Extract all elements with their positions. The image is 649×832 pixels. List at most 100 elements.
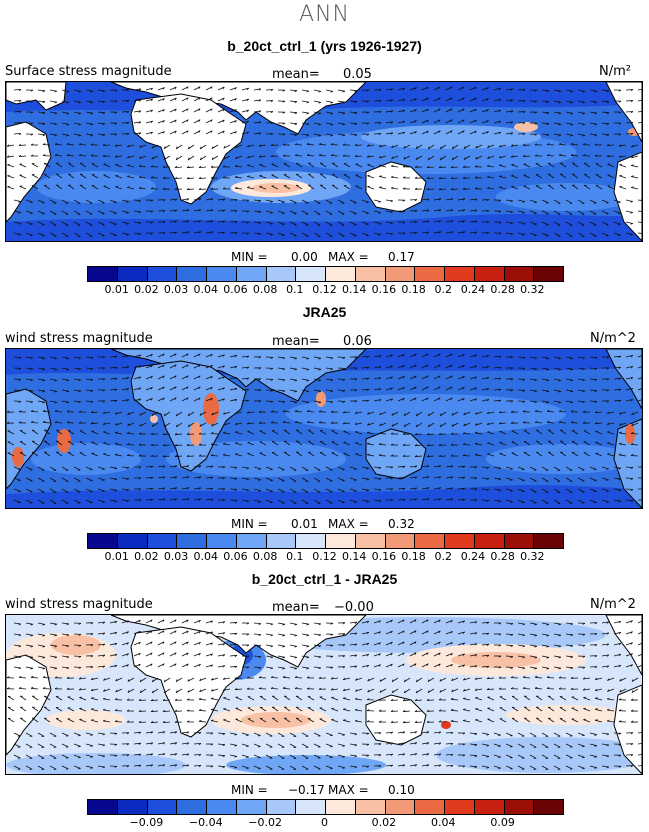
wind-vector-arrowhead xyxy=(366,431,370,434)
wind-vector-arrowhead xyxy=(582,666,586,669)
wind-vector-arrow xyxy=(433,86,441,91)
wind-vector-arrowhead xyxy=(618,366,622,369)
wind-vector-arrowhead xyxy=(462,375,465,379)
wind-vector-arrowhead xyxy=(282,234,285,237)
wind-vector-arrow xyxy=(571,430,579,435)
wind-vector-arrowhead xyxy=(163,424,166,428)
wind-vector-arrowhead xyxy=(114,453,118,456)
wind-vector-arrow xyxy=(565,622,573,625)
wind-vector-arrow xyxy=(193,743,202,745)
wind-vector-arrowhead xyxy=(354,101,358,104)
wind-vector-arrow xyxy=(349,621,357,624)
wind-vector-arrow xyxy=(499,696,507,701)
wind-vector-arrow xyxy=(529,633,537,636)
wind-vector-arrow xyxy=(637,653,642,657)
wind-vector-arrowhead xyxy=(606,90,610,93)
wind-vector-arrow xyxy=(481,355,489,358)
wind-vector-arrowhead xyxy=(426,454,430,458)
wind-vector-arrow xyxy=(529,466,537,471)
wind-vector-arrow xyxy=(49,111,57,114)
wind-vector-arrow xyxy=(313,378,321,381)
wind-vector-arrow xyxy=(25,356,33,359)
wind-vector-arrowhead xyxy=(210,209,214,212)
wind-vector-arrowhead xyxy=(546,90,550,93)
wind-vector-arrowhead xyxy=(210,697,214,699)
wind-vector-arrowhead xyxy=(426,720,430,723)
wind-vector-arrow xyxy=(37,622,45,625)
wind-vector-arrow xyxy=(289,732,297,737)
wind-vector-arrow xyxy=(151,155,159,160)
wind-vector-arrow xyxy=(343,453,351,457)
wind-vector-arrow xyxy=(361,355,370,358)
wind-vector-arrowhead xyxy=(378,754,382,757)
wind-vector-arrowhead xyxy=(222,477,226,480)
wind-vector-arrow xyxy=(565,477,573,482)
wind-vector-arrowhead xyxy=(450,487,454,490)
wind-vector-arrow xyxy=(343,185,351,190)
wind-vector-arrow xyxy=(247,422,255,425)
wind-vector-arrowhead xyxy=(366,223,369,226)
wind-vector-arrowhead xyxy=(102,123,106,126)
wind-vector-arrow xyxy=(397,131,405,135)
wind-vector-arrow xyxy=(379,176,387,179)
wind-vector-arrowhead xyxy=(210,198,214,201)
wind-vector-arrowhead xyxy=(426,397,429,401)
wind-vector-arrowhead xyxy=(486,734,490,736)
wind-vector-arrowhead xyxy=(114,720,118,722)
wind-vector-arrow xyxy=(294,155,303,157)
wind-vector-arrow xyxy=(247,431,255,435)
wind-vector-arrowhead xyxy=(174,465,178,468)
wind-vector-arrow xyxy=(457,664,465,668)
wind-vector-arrow xyxy=(391,688,399,694)
wind-vector-arrowhead xyxy=(234,500,238,502)
wind-vector-arrow xyxy=(361,399,370,402)
wind-vector-arrow xyxy=(541,122,550,125)
wind-vector-arrow xyxy=(61,378,69,381)
wind-vector-arrowhead xyxy=(210,487,214,490)
wind-vector-arrowhead xyxy=(630,366,634,369)
wind-vector-arrow xyxy=(66,143,75,146)
wind-vector-arrow xyxy=(313,666,321,669)
wind-vector-arrow xyxy=(37,378,45,381)
wind-vector-arrow xyxy=(115,186,123,190)
wind-vector-arrow xyxy=(595,174,603,179)
wind-vector-arrow xyxy=(162,710,171,712)
wind-vector-arrowhead xyxy=(114,144,118,147)
wind-vector-arrow xyxy=(487,453,495,457)
wind-vector-arrowhead xyxy=(558,634,562,637)
wind-vector-arrow xyxy=(403,144,411,149)
wind-vector-arrow xyxy=(211,422,219,427)
wind-vector-arrow xyxy=(43,162,51,168)
wind-vector-arrow xyxy=(193,97,201,102)
wind-vector-arrowhead xyxy=(247,175,250,177)
wind-vector-arrowhead xyxy=(30,379,34,382)
wind-vector-arrow xyxy=(301,367,309,370)
wind-vector-arrow xyxy=(234,688,243,691)
colorbar-swatch xyxy=(88,267,118,281)
panel-1-min-value: 0.00 xyxy=(291,250,318,264)
wind-vector-arrow xyxy=(463,709,471,712)
wind-vector-arrowhead xyxy=(270,390,274,392)
wind-vector-arrow xyxy=(306,422,315,424)
wind-vector-arrowhead xyxy=(18,379,22,381)
wind-vector-arrowhead xyxy=(450,86,453,89)
wind-vector-arrowhead xyxy=(330,154,334,156)
wind-vector-arrow xyxy=(421,630,429,635)
wind-vector-arrowhead xyxy=(426,353,429,357)
wind-vector-arrowhead xyxy=(414,709,418,712)
wind-vector-arrowhead xyxy=(198,231,202,234)
wind-vector-arrow xyxy=(391,187,399,190)
wind-vector-arrowhead xyxy=(463,412,466,416)
wind-vector-arrow xyxy=(49,400,57,403)
wind-vector-arrowhead xyxy=(426,220,430,223)
wind-vector-arrow xyxy=(145,353,153,358)
wind-vector-arrowhead xyxy=(414,663,417,667)
wind-vector-arrowhead xyxy=(30,111,34,114)
wind-vector-arrow xyxy=(289,400,297,403)
wind-vector-arrowhead xyxy=(426,619,429,623)
wind-vector-arrowhead xyxy=(414,375,417,379)
wind-vector-arrow xyxy=(7,441,15,446)
wind-vector-arrowhead xyxy=(318,142,322,145)
wind-vector-arrowhead xyxy=(30,656,34,659)
wind-vector-arrowhead xyxy=(330,143,334,145)
